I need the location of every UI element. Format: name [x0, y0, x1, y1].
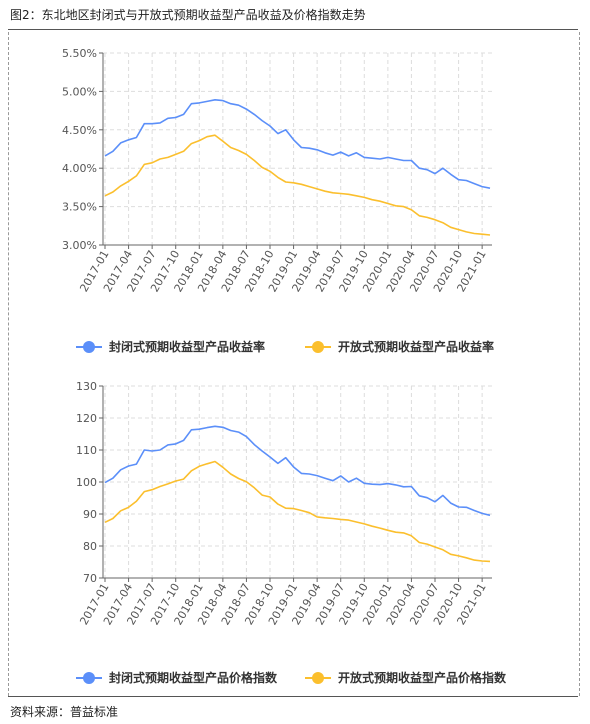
y-tick-label: 130 — [76, 380, 97, 393]
y-tick-label: 5.50% — [62, 47, 97, 60]
y-tick-label: 4.00% — [62, 162, 97, 175]
source-note: 资料来源：普益标准 — [10, 705, 119, 719]
legend: 封闭式预期收益型产品收益率 开放式预期收益型产品收益率 — [76, 339, 494, 354]
y-tick-label: 110 — [76, 444, 97, 457]
y-tick-label: 5.00% — [62, 85, 97, 98]
y-tick-label: 120 — [76, 412, 97, 425]
y-tick-label: 70 — [83, 572, 97, 585]
legend-swatch-dot — [83, 341, 95, 353]
y-tick-label: 3.00% — [62, 239, 97, 252]
y-tick-label: 3.50% — [62, 201, 97, 214]
series-line-2 — [104, 134, 491, 236]
y-tick-label: 90 — [83, 508, 97, 521]
series-line-1 — [104, 99, 491, 189]
legend-label: 封闭式预期收益型产品收益率 — [109, 339, 265, 354]
series-line-1 — [104, 425, 491, 517]
chart-2: 7080901001101201302017-012017-042017-072… — [76, 380, 507, 685]
y-tick-label: 4.50% — [62, 124, 97, 137]
bottom-rule — [8, 696, 578, 697]
legend-label: 开放式预期收益型产品价格指数 — [338, 670, 507, 685]
legend-swatch-dot — [83, 672, 95, 684]
legend-swatch-dot — [312, 672, 324, 684]
legend-swatch-dot — [312, 341, 324, 353]
y-tick-label: 100 — [76, 476, 97, 489]
legend: 封闭式预期收益型产品价格指数 开放式预期收益型产品价格指数 — [76, 670, 507, 685]
legend-label: 开放式预期收益型产品收益率 — [338, 339, 494, 354]
figure-title: 图2：东北地区封闭式与开放式预期收益型产品收益及价格指数走势 — [10, 8, 366, 22]
y-tick-label: 80 — [83, 540, 97, 553]
chart-frame — [8, 32, 580, 696]
chart-1: 3.00%3.50%4.00%4.50%5.00%5.50%2017-01201… — [62, 47, 494, 354]
title-rule — [8, 29, 578, 30]
legend-label: 封闭式预期收益型产品价格指数 — [109, 670, 278, 685]
series-line-2 — [104, 460, 491, 563]
